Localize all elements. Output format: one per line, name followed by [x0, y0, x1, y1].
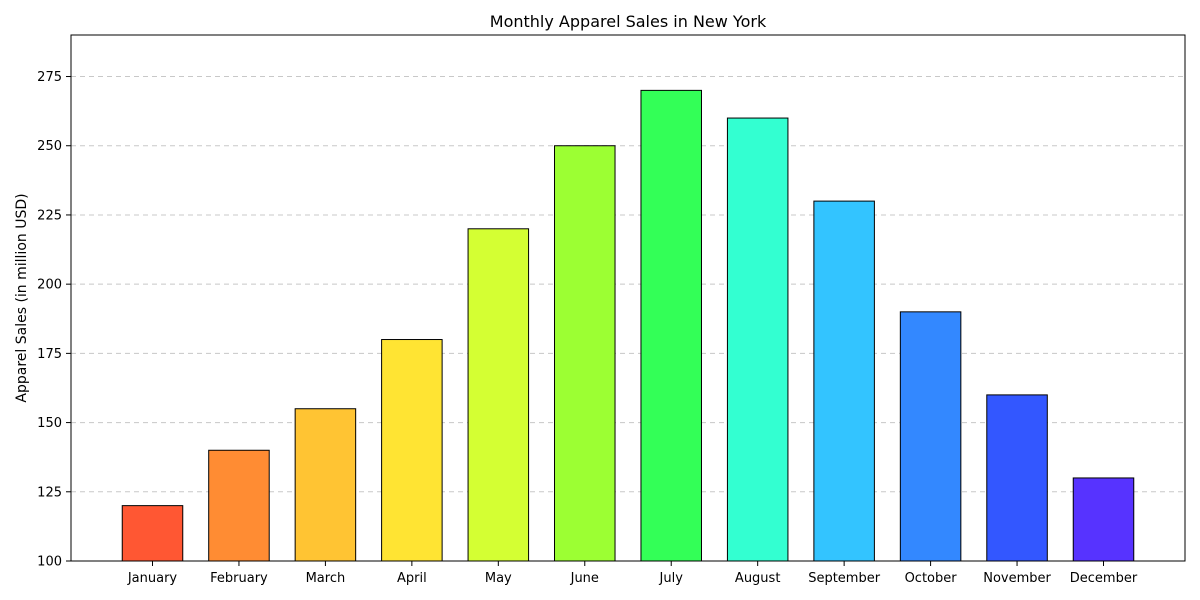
- bar-september: [813, 200, 875, 562]
- x-tick-label: October: [905, 571, 958, 586]
- chart-title: Monthly Apparel Sales in New York: [490, 12, 767, 31]
- tick-labels: 100 125 150 175 200 225 250 275 January February M…: [37, 70, 1138, 586]
- bar-april: [381, 339, 443, 562]
- x-tick-label: December: [1070, 571, 1138, 586]
- y-tick-label: 125: [37, 485, 62, 500]
- y-tick-label: 250: [37, 139, 62, 154]
- bar-june: [554, 145, 616, 562]
- x-tick-label: February: [210, 571, 268, 586]
- x-tick-label: November: [983, 571, 1051, 586]
- y-tick-label: 200: [37, 278, 62, 293]
- x-tick-label: September: [808, 571, 881, 586]
- bar-august: [726, 117, 789, 562]
- plot-frame: [70, 34, 1186, 562]
- bar-march: [294, 408, 357, 562]
- bar-december: [1072, 477, 1135, 562]
- x-tick-label: July: [659, 571, 684, 586]
- x-tick-label: March: [306, 571, 346, 586]
- y-tick-label: 175: [37, 347, 62, 362]
- axes: [66, 34, 1186, 566]
- y-tick-label: 150: [37, 416, 62, 431]
- bar-july: [640, 89, 702, 562]
- y-tick-label: 225: [37, 208, 62, 223]
- y-axis-label: Apparel Sales (in million USD): [14, 193, 30, 402]
- bar-october: [899, 311, 962, 562]
- bar-february: [208, 449, 270, 562]
- bar-may: [467, 228, 530, 562]
- x-tick-label: June: [570, 571, 599, 586]
- x-tick-label: January: [127, 571, 178, 586]
- bars: [121, 89, 1135, 562]
- x-tick-label: April: [397, 571, 427, 586]
- x-tick-label: August: [735, 571, 781, 586]
- bar-november: [986, 394, 1048, 562]
- bar-january: [121, 505, 184, 562]
- x-tick-label: May: [485, 571, 512, 586]
- y-tick-label: 275: [37, 70, 62, 85]
- y-tick-label: 100: [37, 555, 62, 570]
